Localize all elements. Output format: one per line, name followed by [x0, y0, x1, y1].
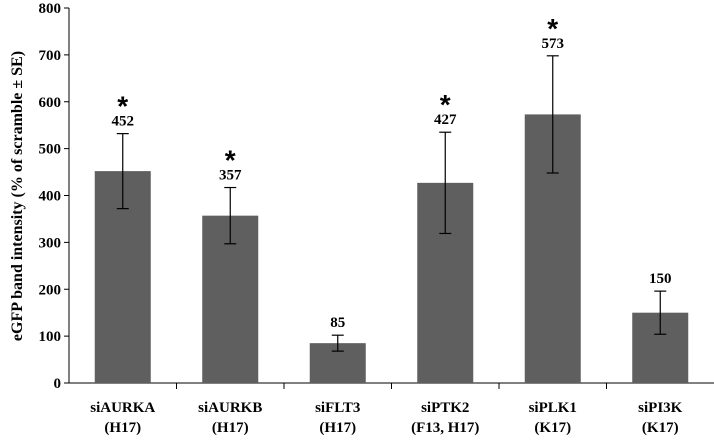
- error-bars-group: [116, 55, 667, 352]
- x-category-label: (K17): [642, 420, 679, 436]
- y-tick-label: 400: [39, 189, 62, 205]
- significance-star: *: [225, 145, 236, 176]
- data-label: 573: [542, 36, 565, 52]
- y-axis-title: eGFP band intensity (% of scramble ± SE): [9, 51, 26, 341]
- x-category-label: siPI3K: [638, 400, 683, 416]
- x-category-label: (K17): [534, 420, 571, 436]
- y-tick-label: 300: [39, 235, 62, 251]
- data-label: 357: [219, 168, 242, 184]
- y-tick-label: 700: [39, 48, 62, 64]
- bars-group: [94, 114, 689, 383]
- x-category-label: (H17): [212, 420, 249, 436]
- x-category-label: siAURKA: [90, 400, 155, 416]
- x-category-label: siFLT3: [315, 400, 360, 416]
- x-category-label: (F13, H17): [411, 420, 479, 436]
- x-category-label: (H17): [104, 420, 141, 436]
- data-label: 452: [112, 114, 135, 130]
- y-tick-label: 100: [39, 329, 62, 345]
- data-label: 150: [649, 271, 672, 287]
- data-label: 85: [330, 315, 345, 331]
- x-category-label: siPTK2: [421, 400, 469, 416]
- x-category-label: siPLK1: [529, 400, 577, 416]
- x-category-label: (H17): [319, 420, 356, 436]
- y-tick-label: 500: [39, 142, 62, 158]
- x-category-label: siAURKB: [198, 400, 262, 416]
- y-tick-label: 0: [54, 376, 62, 392]
- significance-star: *: [547, 13, 558, 44]
- y-tick-label: 600: [39, 95, 62, 111]
- y-axis: 0 100 200 300 400 500 600 700 800: [39, 1, 70, 392]
- significance-star: *: [117, 91, 128, 122]
- y-tick-label: 200: [39, 282, 62, 298]
- y-tick-label: 800: [39, 1, 62, 17]
- x-axis: siAURKA (H17) siAURKB (H17) siFLT3 (H17) siPTK…: [69, 382, 714, 436]
- significance-star: *: [440, 89, 451, 120]
- data-label: 427: [434, 112, 457, 128]
